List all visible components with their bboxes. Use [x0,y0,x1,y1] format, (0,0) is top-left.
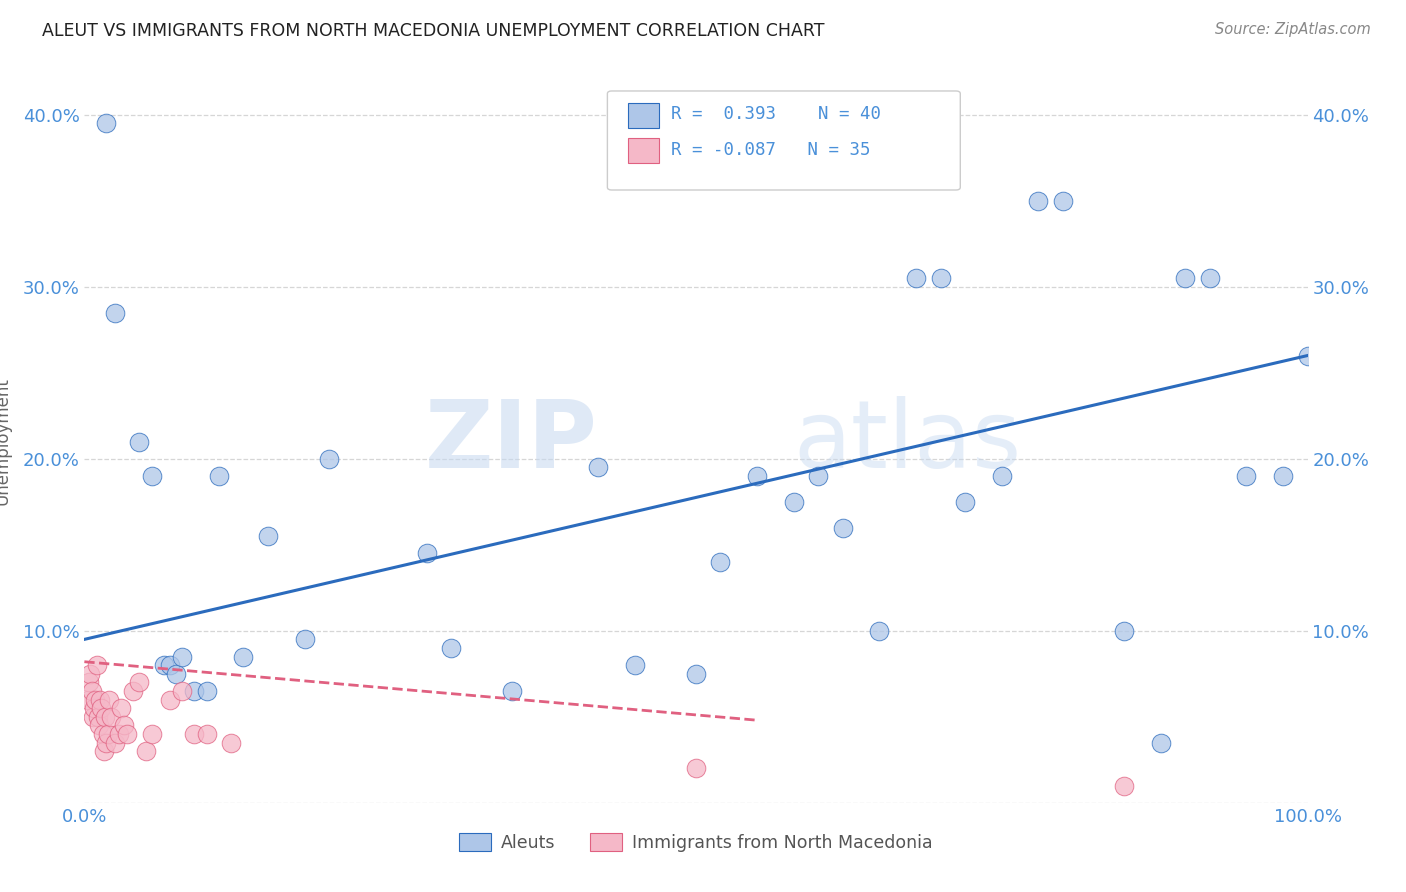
Legend: Aleuts, Immigrants from North Macedonia: Aleuts, Immigrants from North Macedonia [453,827,939,859]
Point [80,684,103,698]
Point [165,666,187,681]
Text: ALEUT VS IMMIGRANTS FROM NORTH MACEDONIA UNEMPLOYMENT CORRELATION CHART: ALEUT VS IMMIGRANTS FROM NORTH MACEDONIA… [42,22,825,40]
Point [747,469,769,483]
Point [685,666,707,681]
Text: R = -0.087   N = 35: R = -0.087 N = 35 [671,141,870,159]
Text: R =  0.393    N = 40: R = 0.393 N = 40 [671,105,880,123]
Point [97,727,120,741]
Y-axis label: Unemployment: Unemployment [0,377,11,506]
Point [1272,469,1295,483]
Point [159,658,181,673]
Point [195,684,218,698]
Point [1174,271,1197,285]
Point [135,744,157,758]
Point [87,710,110,724]
Point [195,727,218,741]
Point [807,469,830,483]
Point [1236,469,1258,483]
Point [79,666,101,681]
Point [183,684,205,698]
Point [122,684,145,698]
Point [219,735,242,749]
Point [104,735,127,749]
Text: atlas: atlas [794,395,1022,488]
Point [929,271,952,285]
Point [172,649,194,664]
Point [1296,349,1319,363]
Point [141,727,163,741]
Point [257,529,280,543]
Point [183,727,205,741]
Point [1052,194,1074,208]
Point [991,469,1014,483]
Point [153,658,176,673]
Point [104,305,127,319]
Point [869,624,891,638]
Point [91,727,114,741]
Point [93,744,115,758]
Point [128,434,150,449]
Point [318,451,340,466]
Point [141,469,163,483]
Point [1150,735,1173,749]
Point [586,460,609,475]
Point [100,710,122,724]
Point [89,692,111,706]
Point [1114,624,1136,638]
Point [905,271,928,285]
Point [96,116,118,130]
Point [82,710,104,724]
Point [831,520,853,534]
Point [159,692,181,706]
Point [115,727,138,741]
Point [416,546,439,560]
Point [94,710,117,724]
Point [86,658,108,673]
Point [783,494,806,508]
Point [112,718,135,732]
Point [1028,194,1050,208]
Point [87,718,110,732]
Point [685,761,707,775]
Point [502,684,524,698]
Point [624,658,647,673]
Text: ZIP: ZIP [425,395,598,488]
Point [90,701,112,715]
Point [97,692,120,706]
Point [107,727,129,741]
Point [294,632,316,647]
Point [208,469,231,483]
Point [709,555,731,569]
Point [128,675,150,690]
Point [172,684,194,698]
Text: Source: ZipAtlas.com: Source: ZipAtlas.com [1215,22,1371,37]
Point [96,735,118,749]
Point [77,675,100,690]
Point [953,494,976,508]
Point [1198,271,1220,285]
Point [110,701,132,715]
Point [440,640,463,655]
Point [1114,779,1136,793]
Point [77,692,100,706]
Point [83,701,105,715]
Point [84,692,107,706]
Point [232,649,254,664]
